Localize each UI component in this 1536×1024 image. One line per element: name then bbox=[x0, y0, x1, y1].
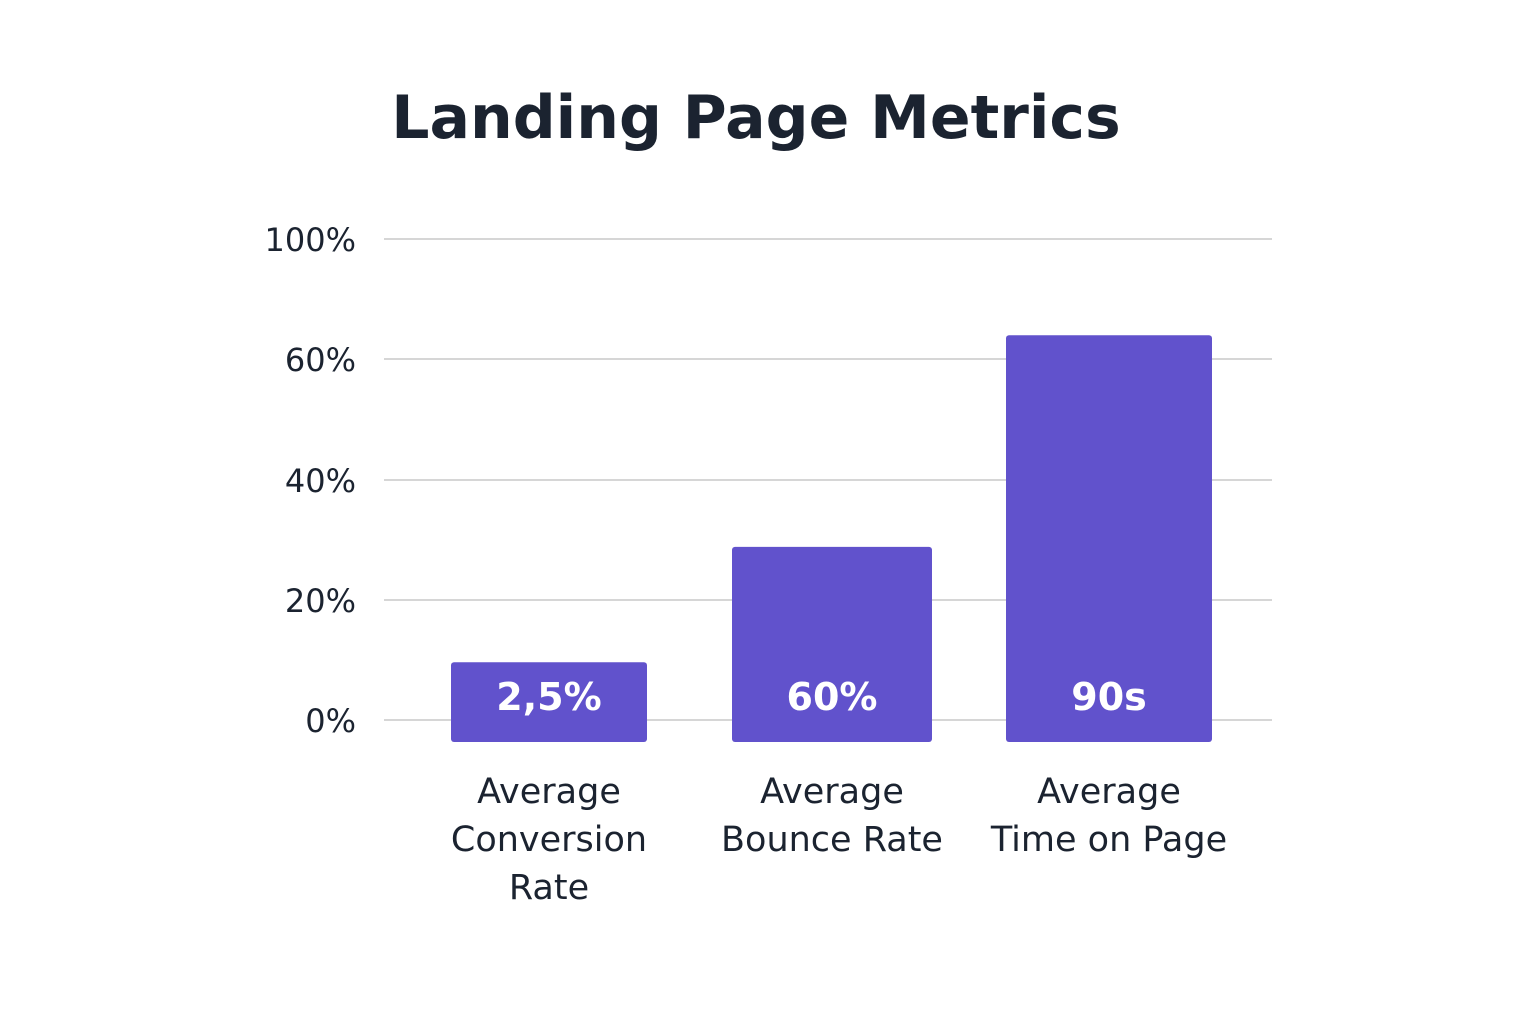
bar bbox=[1006, 335, 1212, 742]
bar-value-label: 90s bbox=[1071, 675, 1147, 719]
bar bbox=[732, 546, 932, 742]
x-tick-label: Bounce Rate bbox=[721, 820, 943, 860]
x-tick-label: Time on Page bbox=[990, 820, 1227, 860]
x-axis-labels: Average Conversion Rate Average Bounce Rate A… bbox=[451, 772, 1227, 908]
bar bbox=[451, 662, 647, 742]
y-axis-ticks: 0% 20% 40% 60% 100% bbox=[265, 221, 356, 740]
x-tick-label: Average bbox=[760, 772, 904, 812]
x-tick-label: Average bbox=[1037, 772, 1181, 812]
chart-title: Landing Page Metrics bbox=[391, 83, 1120, 153]
bar-value-label: 2,5% bbox=[496, 675, 601, 719]
y-tick-label: 40% bbox=[285, 462, 356, 500]
y-tick-label: 20% bbox=[285, 582, 356, 620]
x-tick-label: Rate bbox=[509, 868, 589, 908]
x-tick-label: Conversion bbox=[451, 820, 647, 860]
y-tick-label: 60% bbox=[285, 341, 356, 379]
x-tick-label: Average bbox=[477, 772, 621, 812]
bar-value-label: 60% bbox=[787, 675, 878, 719]
data-labels: 2,5% 60% 90s bbox=[496, 675, 1146, 719]
y-tick-label: 100% bbox=[265, 221, 356, 259]
bars bbox=[451, 335, 1212, 742]
y-tick-label: 0% bbox=[305, 702, 356, 740]
